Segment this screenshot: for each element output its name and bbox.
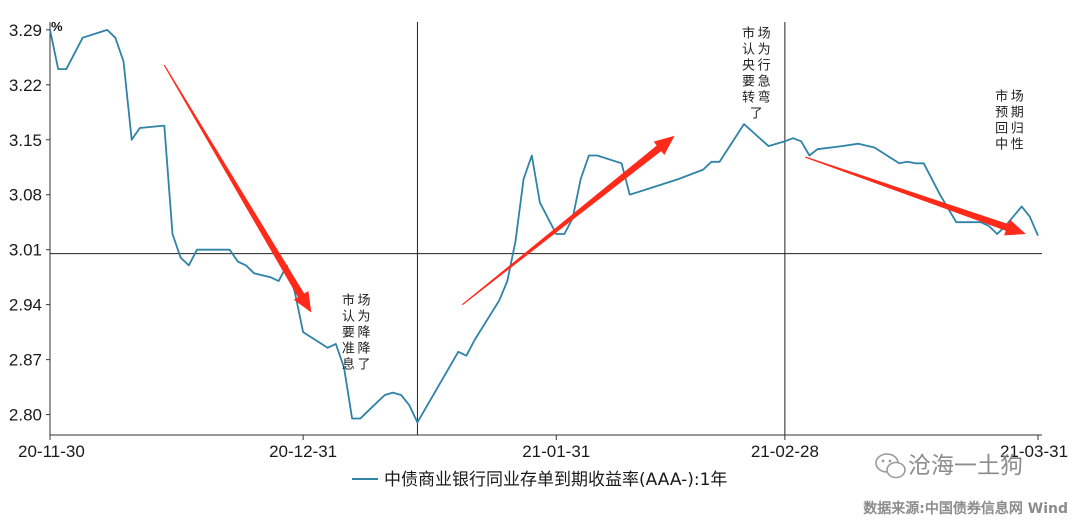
annotation-line: 央 行	[742, 59, 771, 74]
trend-arrow	[163, 64, 312, 313]
annotation-line: 认 为	[342, 310, 371, 325]
annotation-line: 市 场	[742, 26, 771, 42]
x-tick-label: 20-12-31	[269, 442, 337, 461]
axes: %	[49, 19, 1042, 436]
watermark-source: 数据来源:中国债券信息网 Wind	[863, 500, 1068, 517]
trend-arrow	[805, 156, 1026, 236]
series	[49, 28, 1039, 424]
annotation-line: 市 场	[342, 293, 371, 309]
annotation-line: 要 急	[742, 75, 771, 90]
y-tick-label: 3.15	[9, 131, 42, 150]
wechat-icon	[875, 453, 906, 479]
annotation-line: 市 场	[995, 89, 1024, 105]
legend: 中债商业银行同业存单到期收益率(AAA-):1年	[352, 470, 727, 490]
annotation-line: 中 性	[995, 138, 1024, 153]
x-tick-label: 21-01-31	[522, 442, 590, 461]
annotation: 市 场预 期回 归中 性	[995, 89, 1024, 153]
annotation-line: 预 期	[995, 106, 1024, 121]
y-tick-label: 3.22	[9, 76, 42, 95]
trend-arrows	[163, 64, 1026, 313]
trend-arrow	[462, 135, 675, 306]
y-tick-label: 3.08	[9, 186, 42, 205]
x-tick-label: 21-03-31	[1000, 442, 1068, 461]
annotation-line: 息 了	[342, 357, 371, 373]
y-tick-labels: 2.80 2.87 2.94 3.01 3.08 3.15 3.22 3.29	[9, 21, 50, 425]
y-tick-label: 2.94	[9, 296, 42, 315]
annotation-line: 准 降	[342, 342, 371, 357]
y-tick-label: 3.29	[9, 21, 42, 40]
annotation-line: 转 弯	[742, 90, 771, 106]
annotation: 市 场认 为央 行要 急转 弯了	[742, 26, 771, 122]
y-tick-label: 2.87	[9, 351, 42, 370]
annotation-line: 要 降	[342, 326, 371, 341]
annotation-line: 了	[750, 107, 763, 122]
annotations: 市 场认 为要 降准 降息 了市 场认 为央 行要 急转 弯了市 场预 期回 归…	[342, 26, 1024, 373]
annotation-line: 认 为	[742, 43, 771, 58]
x-tick-labels: 20-11-30 20-12-31 21-01-31 21-02-28 21-03-31	[18, 435, 1068, 461]
legend-label: 中债商业银行同业存单到期收益率(AAA-):1年	[384, 470, 727, 490]
y-tick-label: 2.80	[9, 406, 42, 425]
series-line	[49, 28, 1039, 424]
x-tick-label: 20-11-30	[18, 442, 85, 461]
annotation-line: 回 归	[995, 122, 1024, 137]
y-tick-label: 3.01	[9, 241, 42, 260]
x-tick-label: 21-02-28	[751, 442, 819, 461]
watermark: 沧海一土狗 数据来源:中国债券信息网 Wind	[863, 453, 1068, 517]
watermark-name: 沧海一土狗	[908, 453, 1023, 479]
y-axis-unit: %	[51, 19, 63, 34]
reference-lines	[50, 22, 1042, 435]
annotation: 市 场认 为要 降准 降息 了	[342, 293, 371, 373]
